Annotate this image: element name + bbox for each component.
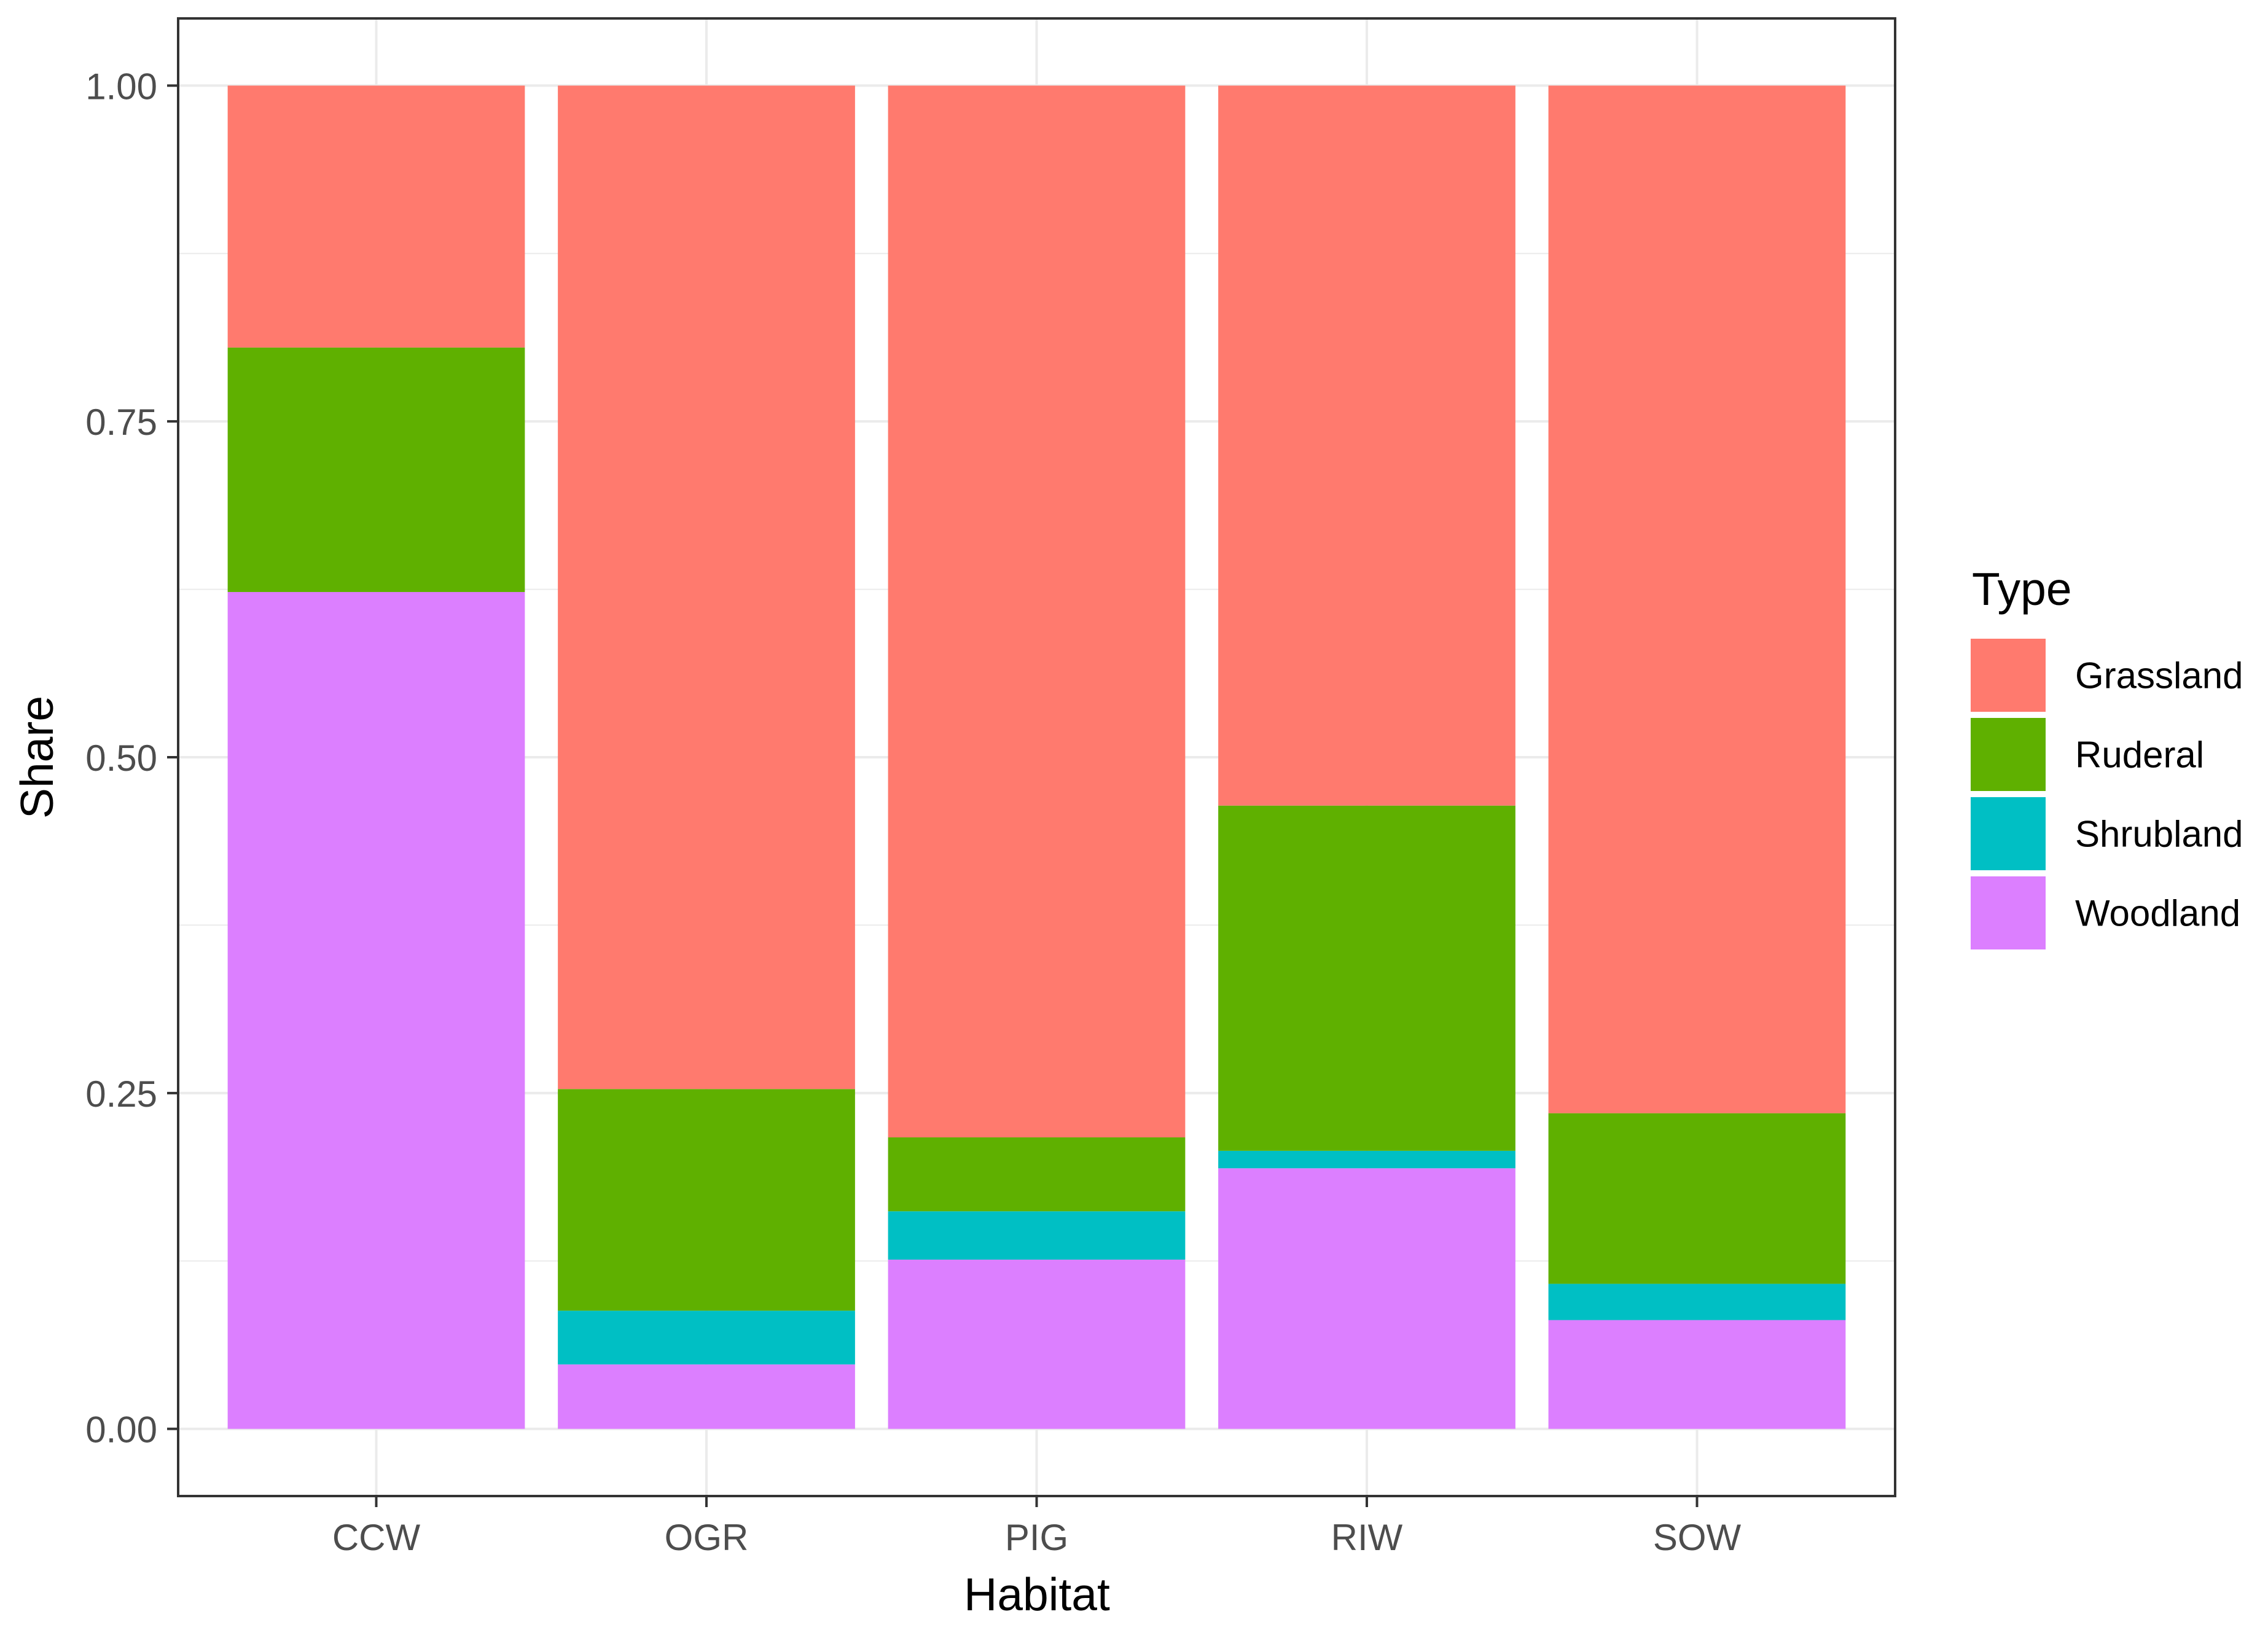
x-tick-label: OGR	[665, 1517, 749, 1558]
bar-segment-ccw-woodland	[227, 591, 525, 1429]
bar-segment-ogr-ruderal	[558, 1089, 855, 1311]
bar-segment-pig-woodland	[888, 1260, 1186, 1429]
legend-key-woodland	[1971, 876, 2046, 949]
legend: Type Grassland Ruderal Shrubland Woodland	[1971, 563, 2243, 949]
bar-segment-pig-shrubland	[888, 1211, 1186, 1260]
legend-items: Grassland Ruderal Shrubland Woodland	[1971, 639, 2243, 949]
bar-segment-sow-ruderal	[1548, 1113, 1846, 1284]
bar-segment-ogr-shrubland	[558, 1311, 855, 1365]
legend-label-shrubland: Shrubland	[2075, 814, 2243, 855]
bar-segment-riw-shrubland	[1218, 1150, 1515, 1169]
y-tick-label: 0.25	[85, 1074, 157, 1115]
x-axis-title: Habitat	[964, 1569, 1110, 1620]
bar-segment-riw-grassland	[1218, 85, 1515, 806]
legend-title: Type	[1972, 563, 2072, 615]
bar-segment-sow-woodland	[1548, 1320, 1846, 1429]
bar-segment-sow-grassland	[1548, 85, 1846, 1113]
x-tick-label: CCW	[332, 1517, 421, 1558]
legend-label-grassland: Grassland	[2075, 655, 2243, 696]
bar-segment-pig-ruderal	[888, 1137, 1186, 1212]
legend-label-ruderal: Ruderal	[2075, 735, 2204, 776]
bar-segment-pig-grassland	[888, 85, 1186, 1137]
bar-segment-ccw-grassland	[227, 85, 525, 348]
legend-label-woodland: Woodland	[2075, 893, 2240, 934]
y-tick-label: 0.50	[85, 738, 157, 779]
bar-segment-ogr-grassland	[558, 85, 855, 1089]
legend-key-grassland	[1971, 639, 2046, 712]
legend-key-ruderal	[1971, 718, 2046, 791]
x-tick-label: SOW	[1653, 1517, 1742, 1558]
bar-segment-riw-ruderal	[1218, 805, 1515, 1151]
x-tick-label: PIG	[1005, 1517, 1068, 1558]
y-axis-title: Share	[11, 696, 63, 819]
y-tick-label: 0.00	[85, 1409, 157, 1451]
y-tick-label: 1.00	[85, 66, 157, 107]
axes-layer: 0.00 0.25 0.50 0.75 1.00 CCW OGR PIG RIW SOW	[85, 66, 1741, 1558]
bar-segment-ogr-woodland	[558, 1364, 855, 1429]
y-tick-label: 0.75	[85, 402, 157, 443]
bar-segment-sow-shrubland	[1548, 1284, 1846, 1320]
bar-segment-riw-woodland	[1218, 1168, 1515, 1429]
legend-key-shrubland	[1971, 797, 2046, 870]
x-tick-label: RIW	[1331, 1517, 1403, 1558]
bar-segment-ccw-ruderal	[227, 347, 525, 592]
bars-layer	[227, 85, 1846, 1429]
